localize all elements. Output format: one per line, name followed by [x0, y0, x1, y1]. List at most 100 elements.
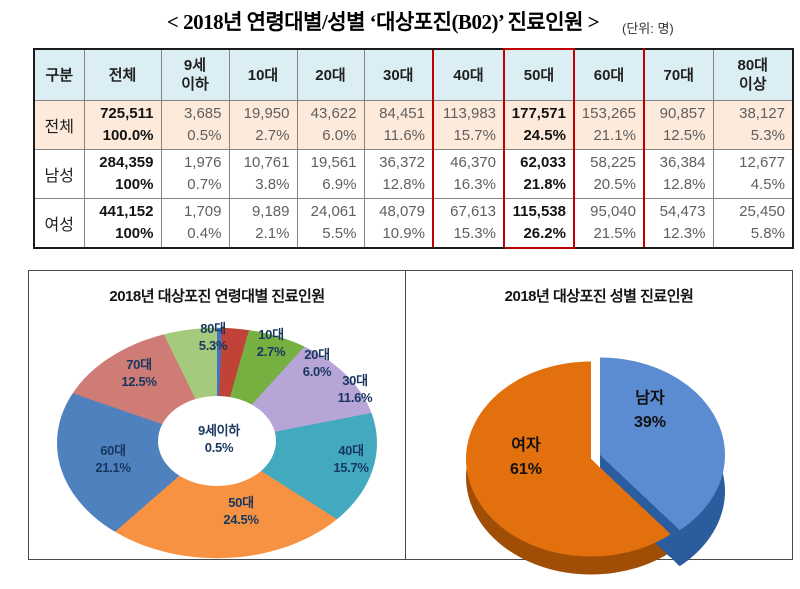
count-value: 9,189	[251, 203, 290, 220]
pie-slice-label: 여자 61%	[509, 437, 543, 478]
value-cell: 54,473 12.3%	[643, 198, 714, 249]
percent-value: 26.2%	[523, 225, 566, 242]
count-value: 62,033	[520, 154, 566, 171]
percent-value: 100%	[115, 225, 154, 242]
count-value: 67,613	[450, 203, 496, 220]
donut-slice-label: 30대 11.6%	[337, 373, 373, 405]
value-cell: 10,761 3.8%	[228, 149, 298, 199]
percent-value: 20.5%	[593, 176, 636, 193]
value-cell: 153,265 21.1%	[573, 100, 645, 150]
value-cell: 12,677 4.5%	[712, 149, 794, 199]
percent-value: 16.3%	[453, 176, 496, 193]
table-row: 여성 441,152 100% 1,709 0.4% 9,189 2.1% 24,061 5.5…	[33, 198, 794, 249]
value-cell: 58,225 20.5%	[573, 149, 645, 199]
donut-slice-label: 9세이하 0.5%	[198, 423, 240, 455]
count-value: 441,152	[99, 203, 154, 220]
count-value: 177,571	[511, 105, 566, 122]
percent-value: 6.0%	[322, 127, 357, 144]
count-value: 38,127	[739, 105, 785, 122]
value-cell: 177,571 24.5%	[503, 100, 575, 150]
header-cell: 10대	[228, 48, 298, 101]
percent-value: 100%	[115, 176, 154, 193]
value-cell: 284,359 100%	[83, 149, 162, 199]
value-cell: 24,061 5.5%	[296, 198, 365, 249]
donut-slice-label: 40대 15.7%	[333, 443, 369, 475]
percent-value: 100.0%	[102, 127, 154, 144]
unit-note: (단위: 명)	[622, 21, 674, 36]
value-cell: 62,033 21.8%	[503, 149, 575, 199]
value-cell: 48,079 10.9%	[363, 198, 434, 249]
count-value: 48,079	[379, 203, 425, 220]
gender-chart-title: 2018년 대상포진 성별 진료인원	[504, 288, 694, 305]
percent-value: 0.7%	[187, 176, 222, 193]
header-cell: 구분	[33, 48, 85, 101]
percent-value: 15.3%	[453, 225, 496, 242]
row-label: 전체	[33, 100, 85, 150]
value-cell: 113,983 15.7%	[432, 100, 505, 150]
count-value: 24,061	[310, 203, 357, 220]
donut-slice-label: 20대 6.0%	[302, 347, 332, 379]
row-label: 여성	[33, 198, 85, 249]
percent-value: 2.7%	[255, 127, 290, 144]
age-chart-panel: 2018년 대상포진 연령대별 진료인원 9세이하 0.5% 10대 2.7% 20…	[28, 270, 406, 560]
count-value: 284,359	[99, 154, 154, 171]
header-cell: 40대	[432, 48, 505, 101]
percent-value: 12.8%	[662, 176, 706, 193]
value-cell: 84,451 11.6%	[363, 100, 434, 150]
count-value: 113,983	[442, 105, 496, 122]
header-cell: 전체	[83, 48, 162, 101]
percent-value: 6.9%	[322, 176, 357, 193]
table-header-row: 구분 전체 9세 이하 10대 20대 30대 40대 50대 60대 70대 80대 이상	[33, 48, 794, 101]
count-value: 12,677	[739, 154, 785, 171]
percent-value: 0.4%	[187, 225, 222, 242]
percent-value: 24.5%	[523, 127, 566, 144]
value-cell: 43,622 6.0%	[296, 100, 365, 150]
header-cell: 80대 이상	[712, 48, 794, 101]
count-value: 725,511	[100, 105, 154, 122]
percent-value: 21.5%	[593, 225, 636, 242]
value-cell: 25,450 5.8%	[712, 198, 794, 249]
value-cell: 1,709 0.4%	[160, 198, 230, 249]
donut-slice-label: 60대 21.1%	[95, 443, 131, 475]
value-cell: 3,685 0.5%	[160, 100, 230, 150]
percent-value: 10.9%	[382, 225, 425, 242]
count-value: 58,225	[590, 154, 636, 171]
count-value: 36,384	[659, 154, 706, 171]
count-value: 36,372	[379, 154, 425, 171]
percent-value: 12.5%	[662, 127, 706, 144]
statistics-table: 구분 전체 9세 이하 10대 20대 30대 40대 50대 60대 70대 80대 이상 전체 7…	[33, 48, 794, 249]
percent-value: 2.1%	[255, 225, 290, 242]
count-value: 19,561	[310, 154, 357, 171]
row-label: 남성	[33, 149, 85, 199]
header-cell: 30대	[363, 48, 434, 101]
percent-value: 12.3%	[662, 225, 706, 242]
value-cell: 38,127 5.3%	[712, 100, 794, 150]
header-cell: 60대	[573, 48, 645, 101]
value-cell: 1,976 0.7%	[160, 149, 230, 199]
age-chart-title: 2018년 대상포진 연령대별 진료인원	[109, 288, 325, 305]
value-cell: 19,950 2.7%	[228, 100, 298, 150]
count-value: 153,265	[581, 105, 636, 122]
count-value: 46,370	[450, 154, 496, 171]
value-cell: 725,511 100.0%	[83, 100, 162, 150]
percent-value: 21.8%	[523, 176, 566, 193]
donut-slice-label: 80대 5.3%	[198, 321, 228, 353]
count-value: 3,685	[183, 105, 222, 122]
donut-slice-label: 50대 24.5%	[223, 495, 259, 527]
percent-value: 21.1%	[593, 127, 636, 144]
value-cell: 67,613 15.3%	[432, 198, 505, 249]
count-value: 19,950	[243, 105, 290, 122]
table-body: 전체 725,511 100.0% 3,685 0.5% 19,950 2.7% 43,622…	[33, 100, 794, 249]
count-value: 84,451	[379, 105, 425, 122]
value-cell: 115,538 26.2%	[503, 198, 575, 249]
value-cell: 441,152 100%	[83, 198, 162, 249]
value-cell: 9,189 2.1%	[228, 198, 298, 249]
charts-section: 2018년 대상포진 연령대별 진료인원 9세이하 0.5% 10대 2.7% 20…	[28, 270, 793, 589]
pie-slice-label: 남자 39%	[633, 390, 667, 431]
donut-hole	[158, 396, 276, 486]
count-value: 115,538	[512, 203, 566, 220]
percent-value: 5.3%	[750, 127, 785, 144]
value-cell: 90,857 12.5%	[643, 100, 714, 150]
header-cell: 9세 이하	[160, 48, 230, 101]
pie-slice	[475, 357, 725, 553]
